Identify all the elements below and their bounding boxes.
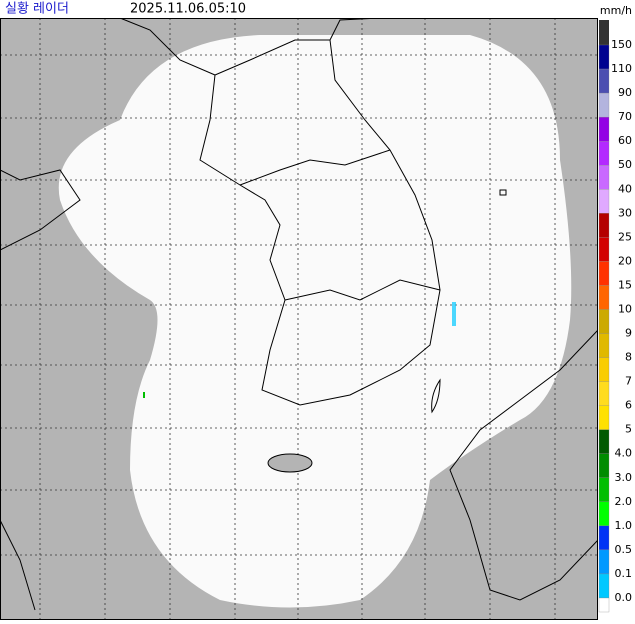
- legend-swatch: [599, 20, 609, 45]
- legend-swatch: [598, 597, 610, 613]
- legend-label: 8: [625, 351, 632, 364]
- legend-swatch: [598, 285, 610, 310]
- legend-swatch: [598, 429, 610, 454]
- grid: [0, 18, 598, 620]
- legend-label: 6: [625, 399, 632, 412]
- legend-swatch: [598, 213, 610, 238]
- legend-label: 3.0: [615, 471, 633, 484]
- legend-label: 0.5: [615, 543, 633, 556]
- ulleung: [499, 189, 507, 196]
- legend-swatch: [598, 333, 610, 358]
- legend-label: 150: [611, 38, 632, 51]
- legend-swatch: [598, 189, 610, 214]
- legend-label: 90: [618, 86, 632, 99]
- legend-label: 70: [618, 110, 632, 123]
- legend-swatch: [598, 477, 610, 502]
- legend-swatch: [598, 165, 610, 190]
- legend-label: 7: [625, 375, 632, 388]
- legend-label: 30: [618, 206, 632, 219]
- legend-label: 10: [618, 302, 632, 315]
- legend-label: 110: [611, 62, 632, 75]
- legend-swatch: [598, 381, 610, 406]
- legend-label: 4.0: [615, 447, 633, 460]
- legend-label: 1.0: [615, 519, 633, 532]
- legend-swatch: [598, 116, 610, 142]
- coastline: [0, 18, 598, 611]
- legend-label: 60: [618, 134, 632, 147]
- legend-label: 40: [618, 182, 632, 195]
- legend-label: 20: [618, 254, 632, 267]
- legend-label: 15: [618, 278, 632, 291]
- map: [0, 18, 598, 620]
- legend-unit: mm/h: [600, 4, 632, 17]
- legend-swatch: [598, 357, 610, 382]
- legend-swatch: [598, 261, 610, 286]
- radar-coverage: [58, 35, 572, 608]
- legend-label: 2.0: [615, 495, 633, 508]
- legend-swatch: [598, 549, 610, 575]
- legend-swatch: [598, 44, 610, 70]
- legend-label: 9: [625, 327, 632, 340]
- legend-swatch: [598, 92, 610, 118]
- legend-swatch: [598, 237, 610, 262]
- legend-swatch: [598, 525, 610, 551]
- legend-swatch: [598, 573, 610, 599]
- legend-swatch: [598, 309, 610, 334]
- legend-swatch: [598, 453, 610, 478]
- legend-label: 50: [618, 158, 632, 171]
- echo: [452, 302, 456, 326]
- legend-label: 25: [618, 230, 632, 243]
- jeju: [267, 453, 313, 473]
- legend-swatch: [598, 405, 610, 430]
- legend-swatch: [598, 68, 610, 94]
- title: 실황 레이더: [5, 2, 69, 17]
- legend-label: 5: [625, 423, 632, 436]
- legend-label: 0.0: [615, 591, 633, 604]
- legend: 150 110 90 70 60 50 40 30 25 20 15 10 9 8 7 6 5 4.0 3.0 2.0…: [598, 20, 633, 613]
- legend-swatch: [598, 501, 610, 527]
- legend-label: 0.1: [615, 567, 633, 580]
- timestamp: 2025.11.06.05:10: [130, 2, 246, 17]
- legend-swatch: [598, 141, 610, 166]
- echo: [143, 392, 145, 398]
